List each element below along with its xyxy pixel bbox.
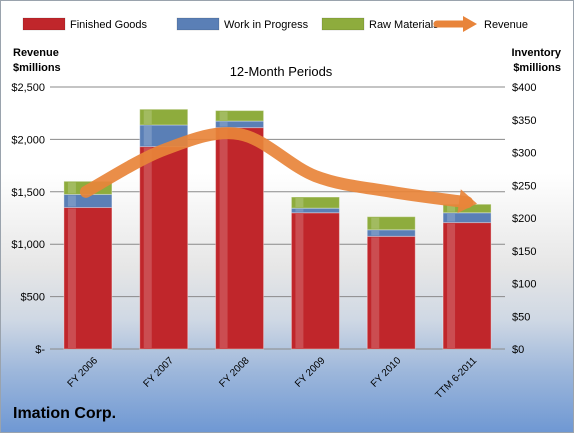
bar-highlight <box>219 111 228 121</box>
bar-highlight <box>447 213 456 222</box>
right-tick-label: $350 <box>512 115 536 127</box>
bar-highlight <box>67 182 76 194</box>
company-name: Imation Corp. <box>13 405 117 422</box>
category-label: FY 2009 <box>293 355 328 390</box>
left-axis-ticks: $- $500 $1,000 $1,500 $2,000 $2,500 <box>11 82 45 356</box>
bar-finished-goods <box>290 212 340 350</box>
category-labels: FY 2006 FY 2007 FY 2008 FY 2009 FY 2010 TTM 6… <box>66 355 480 401</box>
legend-swatch <box>176 17 220 31</box>
legend-label: Raw Materials <box>369 19 439 31</box>
bar-work-in-progress <box>290 207 340 214</box>
left-axis-title-line1: Revenue <box>13 47 59 59</box>
left-tick-label: $2,500 <box>11 82 45 94</box>
category-label: FY 2006 <box>66 355 101 390</box>
bar-raw-materials <box>215 110 265 122</box>
legend-swatch <box>463 16 477 32</box>
right-axis-title-line2: $millions <box>513 62 561 74</box>
revenue-line <box>79 127 477 214</box>
bar-highlight <box>295 209 304 212</box>
bar-highlight <box>143 125 152 146</box>
legend-swatch <box>321 17 365 31</box>
bar-highlight <box>143 110 152 124</box>
bar-highlight <box>371 237 380 348</box>
bar-finished-goods <box>139 146 189 350</box>
left-axis-title-line2: $millions <box>13 62 61 74</box>
bar-raw-materials <box>366 216 416 231</box>
bar-highlight <box>371 230 380 236</box>
revenue-line-path <box>79 127 474 209</box>
legend-label: Work in Progress <box>224 19 309 31</box>
right-tick-label: $300 <box>512 148 536 160</box>
bar-highlight <box>67 208 76 348</box>
left-tick-label: $1,500 <box>11 187 45 199</box>
bars <box>63 108 492 350</box>
legend-label: Finished Goods <box>70 19 148 31</box>
bar-highlight <box>295 213 304 348</box>
bar-highlight <box>447 205 456 212</box>
left-tick-label: $2,000 <box>11 134 45 146</box>
right-tick-label: $100 <box>512 279 536 291</box>
bar-highlight <box>371 217 380 229</box>
category-label: FY 2007 <box>141 355 176 390</box>
left-tick-label: $500 <box>21 292 45 304</box>
category-label: FY 2010 <box>369 355 404 390</box>
left-tick-label: $1,000 <box>11 239 45 251</box>
bar-raw-materials <box>139 108 189 126</box>
right-tick-label: $400 <box>512 82 536 94</box>
bar-highlight <box>447 223 456 348</box>
bar-raw-materials <box>290 196 340 209</box>
legend-swatch <box>22 17 66 31</box>
bar-highlight <box>219 128 228 348</box>
category-label: TTM 6-2011 <box>433 355 479 401</box>
bar-finished-goods <box>215 127 265 350</box>
bar-finished-goods <box>442 222 492 350</box>
bar-highlight <box>295 198 304 208</box>
right-tick-label: $150 <box>512 246 536 258</box>
right-tick-label: $0 <box>512 344 524 356</box>
right-axis-ticks: $0 $50 $100 $150 $200 $250 $300 $350 $400 <box>512 82 536 356</box>
bar-highlight <box>67 195 76 207</box>
bar-finished-goods <box>63 207 113 350</box>
gridlines <box>50 86 505 350</box>
bar-highlight <box>219 122 228 127</box>
right-tick-label: $200 <box>512 213 536 225</box>
legend-label: Revenue <box>484 19 528 31</box>
right-tick-label: $250 <box>512 180 536 192</box>
bar-highlight <box>143 147 152 348</box>
revenue-arrowhead <box>457 189 477 214</box>
legend: Finished Goods Work in Progress Raw Materi… <box>22 16 528 32</box>
category-label: FY 2008 <box>217 355 252 390</box>
chart-subtitle: 12-Month Periods <box>230 64 333 79</box>
right-tick-label: $50 <box>512 311 530 323</box>
left-tick-label: $- <box>35 344 45 356</box>
right-axis-title-line1: Inventory <box>511 47 561 59</box>
